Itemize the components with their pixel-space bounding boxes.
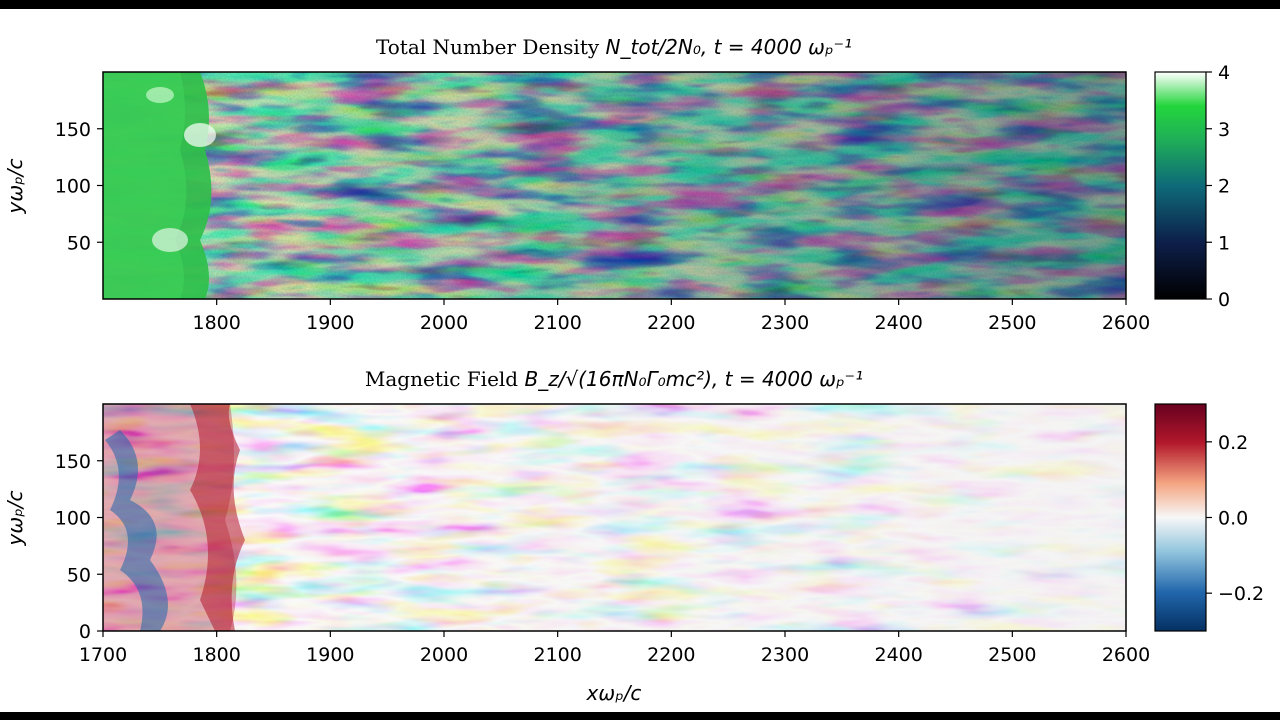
density-cbtick-label: 2 [1218, 176, 1230, 198]
density-xtick-label: 2600 [1102, 312, 1150, 334]
bfield-heatmap [103, 404, 1126, 631]
density-title: Total Number Density N_tot/2N₀, t = 4000… [376, 35, 852, 59]
density-ytick-label: 50 [67, 232, 91, 254]
density-xtick-label: 1800 [192, 312, 240, 334]
density-cbtick-label: 3 [1218, 119, 1230, 141]
density-xtick-label: 2400 [874, 312, 922, 334]
density-xtick-label: 2200 [647, 312, 695, 334]
bfield-colorbar-ticks: −0.2 0.0 0.2 [1206, 432, 1264, 605]
density-xtick-label: 2100 [533, 312, 581, 334]
bfield-title: Magnetic Field B_z/√(16πN₀Γ₀mc²), t = 40… [365, 367, 863, 391]
bfield-xtick-label: 2600 [1102, 644, 1150, 666]
bfield-ytick-label: 0 [79, 621, 91, 643]
bfield-x-ticks: 1700 1800 1900 2000 2100 2200 2300 2400 2500 2600 [79, 631, 1150, 666]
bfield-ylabel: yωₚ/c [3, 491, 27, 547]
density-ytick-label: 150 [55, 119, 91, 141]
density-y-ticks: 50 100 150 [55, 119, 103, 254]
bfield-xtick-label: 2300 [761, 644, 809, 666]
bfield-ytick-label: 150 [55, 451, 91, 473]
bfield-xtick-label: 1900 [306, 644, 354, 666]
bfield-y-ticks: 0 50 100 150 [55, 451, 103, 643]
bfield-xtick-label: 2400 [874, 644, 922, 666]
bfield-xtick-label: 2100 [533, 644, 581, 666]
density-xtick-label: 1900 [306, 312, 354, 334]
density-xtick-label: 2300 [761, 312, 809, 334]
bfield-cbtick-label: 0.2 [1218, 432, 1248, 454]
bfield-xtick-label: 1700 [79, 644, 127, 666]
density-cbtick-label: 1 [1218, 232, 1230, 254]
bfield-cbtick-label: 0.0 [1218, 508, 1248, 530]
density-xtick-label: 2000 [420, 312, 468, 334]
density-ylabel: yωₚ/c [3, 159, 27, 215]
density-panel: Total Number Density N_tot/2N₀, t = 4000… [3, 35, 1230, 334]
bfield-xtick-label: 1800 [192, 644, 240, 666]
bfield-ytick-label: 50 [67, 564, 91, 586]
density-xtick-label: 2500 [988, 312, 1036, 334]
density-ytick-label: 100 [55, 176, 91, 198]
bfield-colorbar [1154, 403, 1207, 632]
bfield-ytick-label: 100 [55, 508, 91, 530]
bfield-xtick-label: 2500 [988, 644, 1036, 666]
bfield-xtick-label: 2000 [420, 644, 468, 666]
density-heatmap [103, 72, 1126, 299]
bfield-panel: Magnetic Field B_z/√(16πN₀Γ₀mc²), t = 40… [3, 367, 1264, 705]
bfield-xtick-label: 2200 [647, 644, 695, 666]
density-cbtick-label: 4 [1218, 62, 1230, 84]
density-cbtick-label: 0 [1218, 289, 1230, 311]
density-x-ticks: 1800 1900 2000 2100 2200 2300 2400 2500 2600 [192, 299, 1150, 334]
bfield-cbtick-label: −0.2 [1218, 583, 1264, 605]
letterbox-top [0, 0, 1280, 9]
density-colorbar-ticks: 0 1 2 3 4 [1206, 62, 1230, 311]
density-colorbar [1154, 71, 1207, 300]
letterbox-bottom [0, 712, 1280, 720]
bfield-xlabel: xωₚ/c [586, 681, 642, 705]
